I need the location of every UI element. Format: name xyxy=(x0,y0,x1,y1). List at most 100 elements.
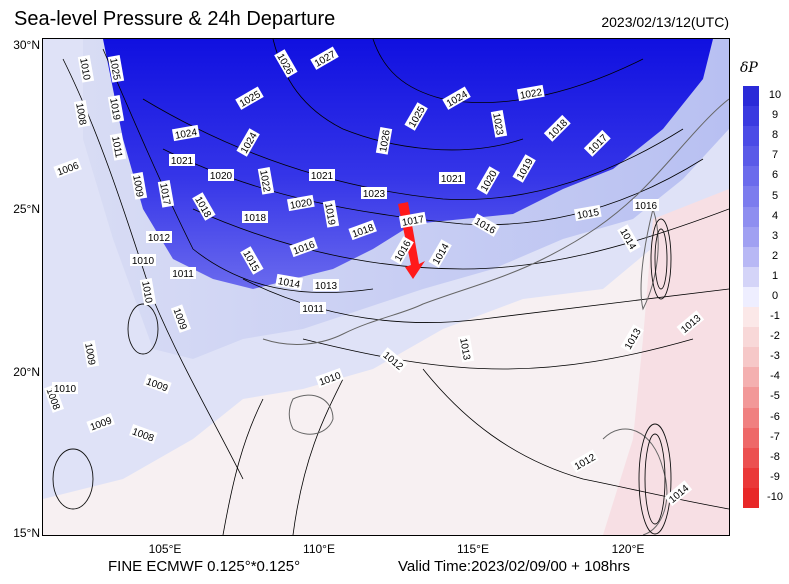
colorbar-tick-label: -1 xyxy=(770,310,780,323)
colorbar-segment xyxy=(743,106,759,127)
map-title: Sea-level Pressure & 24h Departure xyxy=(14,8,336,30)
lon-label: 115°E xyxy=(457,542,489,556)
svg-text:1026: 1026 xyxy=(378,129,393,153)
svg-text:1021: 1021 xyxy=(311,171,334,182)
colorbar-tick-label: 0 xyxy=(771,290,779,302)
colorbar-tick-label: -5 xyxy=(770,390,780,403)
colorbar-tick-label: -10 xyxy=(767,490,783,503)
svg-text:1021: 1021 xyxy=(171,156,194,167)
valid-time: Valid Time:2023/02/09/00 + 108hrs xyxy=(398,558,630,575)
lat-label: 30°N xyxy=(13,38,40,52)
isobar-label: 1016 xyxy=(633,199,659,212)
map-datetime: 2023/02/13/12(UTC) xyxy=(601,14,729,30)
colorbar-tick-label: 1 xyxy=(771,269,779,282)
colorbar-segment xyxy=(743,146,759,167)
isobar-label: 1011 xyxy=(300,302,326,315)
colorbar-tick-label: -4 xyxy=(770,370,780,383)
isobar-label: 1022 xyxy=(257,166,275,195)
isobar-label: 1025 xyxy=(107,54,125,83)
colorbar-segment xyxy=(743,246,759,268)
colorbar-segment xyxy=(743,126,759,147)
isobar-label: 1023 xyxy=(490,109,508,138)
isobar-label: 1024 xyxy=(171,124,200,142)
isobar-label: 1026 xyxy=(375,126,393,155)
svg-text:1010: 1010 xyxy=(139,280,154,304)
svg-text:1012: 1012 xyxy=(148,233,171,244)
colorbar-tick-label: 6 xyxy=(771,169,779,182)
svg-text:1019: 1019 xyxy=(107,97,122,121)
svg-text:1020: 1020 xyxy=(289,197,313,212)
isobar-label: 1011 xyxy=(109,132,127,161)
isobar-label: 1021 xyxy=(309,169,335,182)
colorbar-tick-label: 8 xyxy=(771,129,779,142)
map-plot: 1010 1025 1026 1027 1019 1008 1025 1024 … xyxy=(42,38,730,536)
colorbar xyxy=(743,86,759,509)
isobar-label: 1019 xyxy=(107,94,125,123)
isobar-label: 1017 xyxy=(398,211,427,229)
svg-text:1015: 1015 xyxy=(576,207,600,222)
colorbar-tick-label: -6 xyxy=(770,410,780,423)
isobar-label: 1018 xyxy=(242,211,268,224)
colorbar-segment xyxy=(743,307,759,328)
isobar-label: 1009 xyxy=(130,171,148,200)
isobar-label: 1023 xyxy=(361,187,387,200)
colorbar-segment xyxy=(743,367,759,388)
colorbar-tick-label: 2 xyxy=(771,249,779,262)
svg-text:1023: 1023 xyxy=(363,189,386,200)
svg-text:1011: 1011 xyxy=(109,136,124,160)
model-info: FINE ECMWF 0.125°*0.125° xyxy=(108,558,301,575)
colorbar-tick-label: -8 xyxy=(770,450,780,463)
svg-text:1009: 1009 xyxy=(82,342,97,366)
colorbar-tick-label: 7 xyxy=(771,149,779,162)
colorbar-segment xyxy=(743,467,759,489)
svg-text:1011: 1011 xyxy=(172,269,194,280)
colorbar-title: δP xyxy=(740,60,758,76)
isobar-label: 1008 xyxy=(73,99,91,128)
svg-text:1014: 1014 xyxy=(277,276,301,291)
isobar-label: 1010 xyxy=(52,382,78,395)
colorbar-segment xyxy=(743,347,759,368)
svg-text:1013: 1013 xyxy=(457,337,472,361)
svg-text:1023: 1023 xyxy=(490,112,505,136)
colorbar-segment xyxy=(743,407,759,429)
colorbar-segment xyxy=(743,387,759,409)
colorbar-segment xyxy=(743,86,759,107)
colorbar-tick-label: 5 xyxy=(771,189,779,202)
isobar-label: 1009 xyxy=(82,339,100,368)
svg-text:1010: 1010 xyxy=(132,256,155,267)
isobar-label: 1010 xyxy=(77,54,95,83)
coastlines xyxy=(262,98,729,535)
svg-text:1022: 1022 xyxy=(519,87,543,102)
isobar-label: 1021 xyxy=(439,172,465,185)
colorbar-segment xyxy=(743,266,759,288)
pressure-map-svg: 1010 1025 1026 1027 1019 1008 1025 1024 … xyxy=(43,39,729,535)
svg-text:1017: 1017 xyxy=(157,182,172,206)
lon-label: 120°E xyxy=(611,542,645,556)
colorbar-segment xyxy=(743,447,759,469)
isobar-label: 1022 xyxy=(516,84,545,102)
isobar-label: 1015 xyxy=(573,204,602,222)
svg-text:1010: 1010 xyxy=(77,57,92,81)
isobar-label: 1020 xyxy=(208,169,234,182)
colorbar-tick-label: -9 xyxy=(770,470,780,483)
colorbar-segment xyxy=(743,327,759,348)
lat-label: 15°N xyxy=(13,526,40,540)
lon-label: 110°E xyxy=(303,542,335,556)
svg-text:1021: 1021 xyxy=(441,174,464,185)
colorbar-segment xyxy=(743,166,759,187)
isobar-label: 1019 xyxy=(322,199,340,228)
colorbar-tick-label: 9 xyxy=(771,109,779,122)
colorbar-segment xyxy=(743,226,759,248)
colorbar-tick-label: 4 xyxy=(771,209,779,222)
colorbar-tick-label: 10 xyxy=(768,89,782,102)
isobar-label: 1011 xyxy=(170,267,196,280)
pressure-rings xyxy=(52,218,672,535)
lat-label: 25°N xyxy=(13,202,40,216)
svg-text:1022: 1022 xyxy=(257,169,272,193)
svg-text:1020: 1020 xyxy=(210,171,233,182)
isobar-label: 1013 xyxy=(313,279,339,292)
pink-east-zone xyxy=(603,189,729,535)
svg-text:1018: 1018 xyxy=(244,213,267,224)
isobar-label: 1010 xyxy=(139,277,157,306)
isobar-label: 1021 xyxy=(169,154,195,167)
